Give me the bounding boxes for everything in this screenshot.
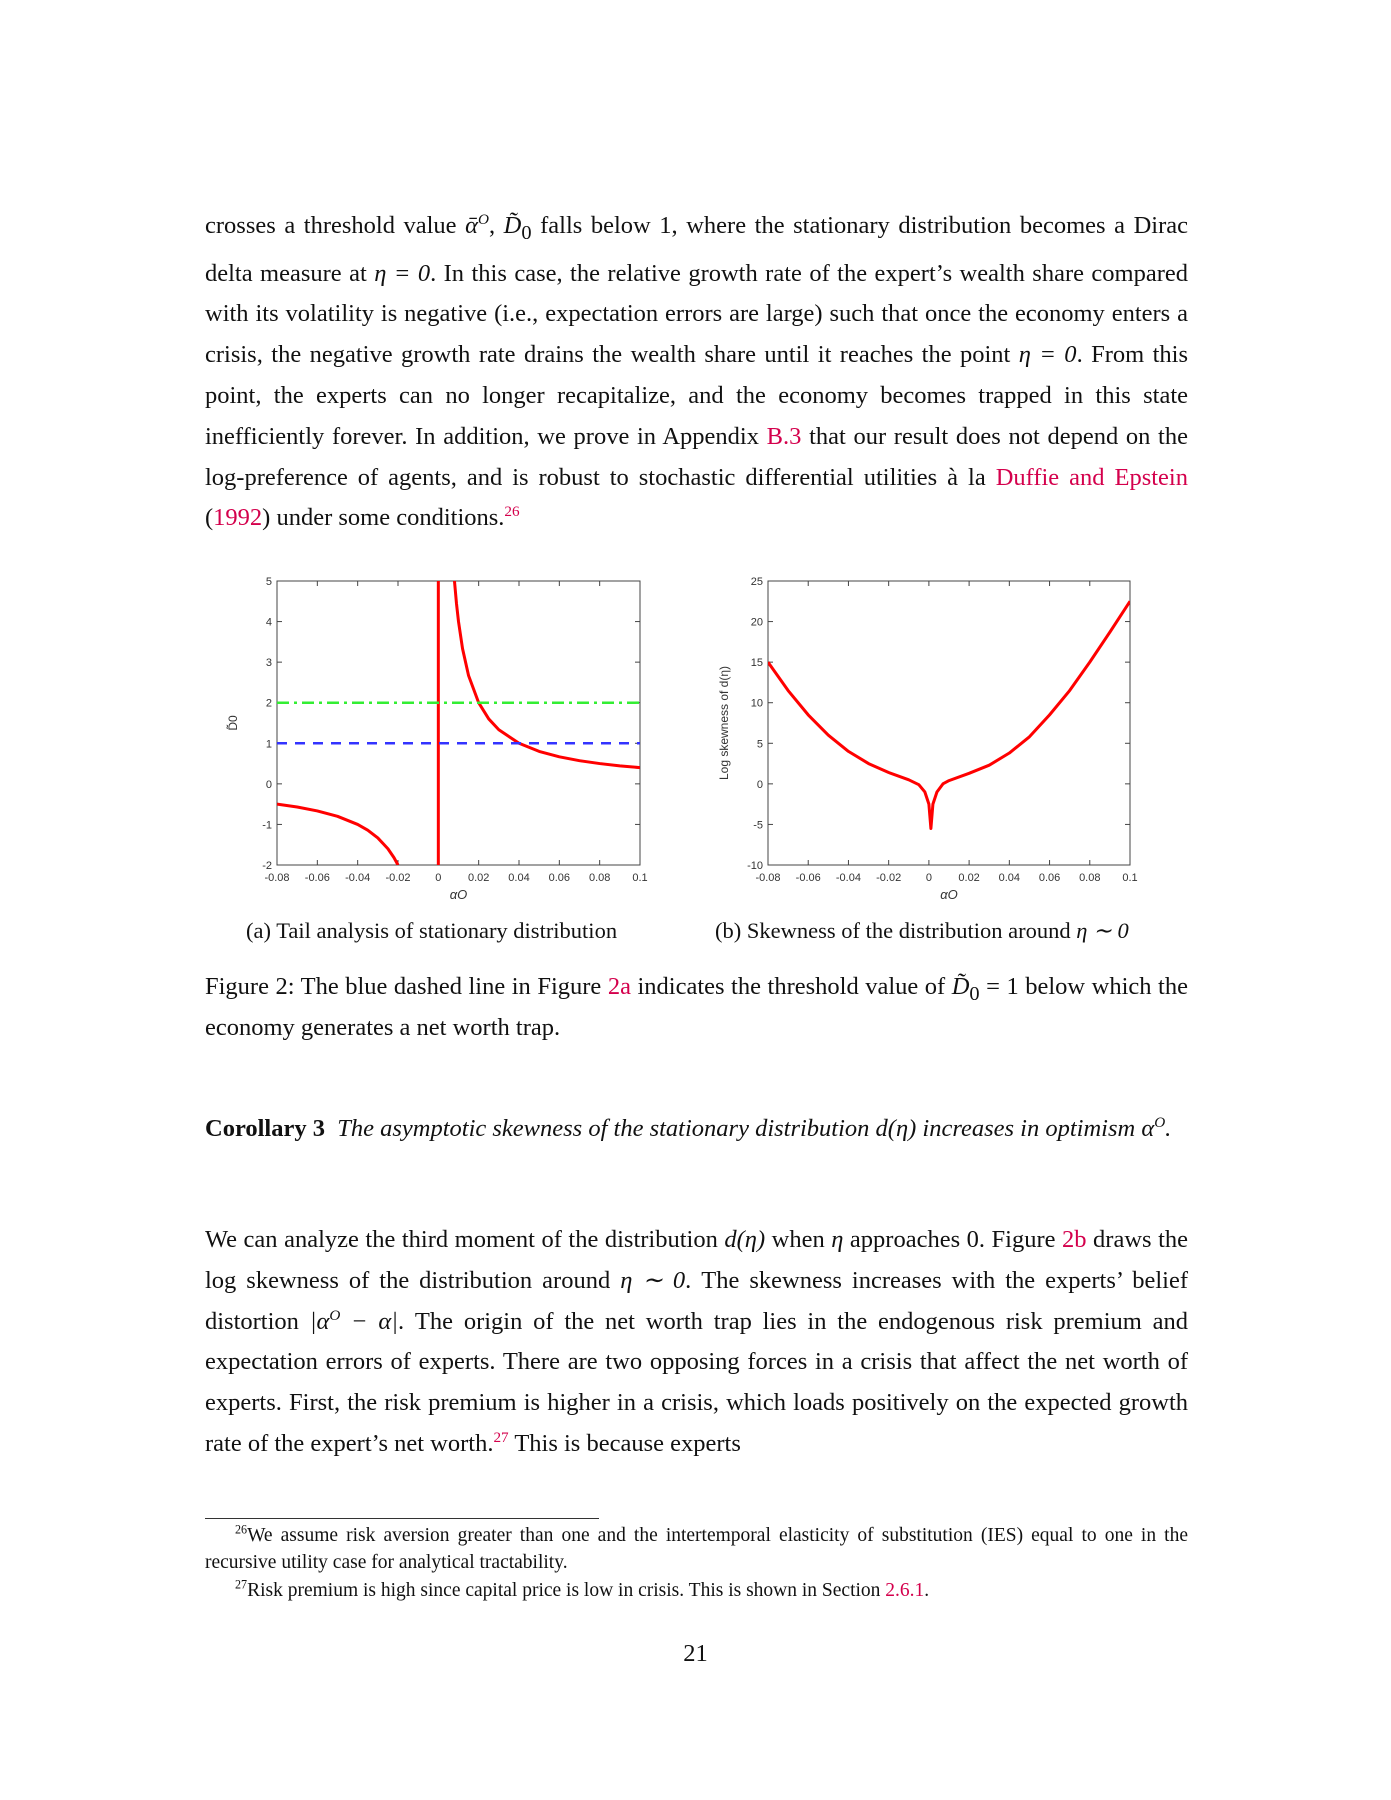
x-tick-label: 0.06	[549, 872, 570, 884]
footnote-26: 26We assume risk aversion greater than o…	[205, 1522, 1188, 1573]
chart-log-skewness: -0.08 -0.06 -0.04 -0.02 0 0.02 0.04 0.06 0.08 0.1…	[717, 576, 1138, 900]
x-tick-label: -0.02	[876, 872, 901, 884]
footnote-ref-27[interactable]: 27	[493, 1428, 509, 1446]
y-tick-label: 0	[757, 779, 763, 791]
y-tick-label: 15	[751, 657, 763, 669]
x-tick-label: -0.06	[305, 872, 330, 884]
x-tick-label: 0.02	[958, 872, 979, 884]
link-appendix-b3[interactable]: B.3	[766, 422, 802, 450]
figure-caption: Figure 2: The blue dashed line in Figure…	[205, 973, 1188, 1041]
series-solid-red	[277, 802, 400, 865]
y-tick-label: -10	[747, 860, 763, 872]
x-tick-label: -0.06	[796, 872, 821, 884]
y-tick-label: 25	[751, 576, 763, 588]
y-tick-label: 0	[266, 779, 272, 791]
series-solid-red	[768, 600, 1130, 830]
footnote-rule	[205, 1518, 599, 1519]
series-group	[768, 600, 1130, 830]
paragraph-2: We can analyze the third moment of the d…	[205, 1226, 1189, 1457]
y-axis-label: D̃0	[225, 715, 240, 731]
page-number: 21	[683, 1640, 708, 1667]
x-tick-label: -0.04	[345, 872, 370, 884]
subcaption-a: (a) Tail analysis of stationary distribu…	[246, 918, 618, 943]
y-tick-label: 1	[266, 738, 272, 750]
citation-year[interactable]: 1992	[213, 504, 263, 532]
paragraph-1: crosses a threshold value ᾱO, D̃0 falls …	[205, 210, 1189, 532]
x-tick-label: 0.1	[1122, 872, 1137, 884]
y-axis-label: Log skewness of d(η)	[717, 666, 731, 780]
y-tick-label: 2	[266, 698, 272, 710]
citation-duffie-epstein[interactable]: Duffie and Epstein	[995, 463, 1188, 491]
x-tick-label: 0.1	[632, 872, 647, 884]
x-axis-label: αO	[450, 887, 468, 900]
y-tick-label: 20	[751, 617, 763, 629]
x-axis-label: αO	[940, 887, 958, 900]
y-tick-label: 5	[266, 576, 272, 588]
link-figure-2a[interactable]: 2a	[607, 973, 631, 1000]
x-tick-label: -0.02	[385, 872, 410, 884]
footnote-27: 27Risk premium is high since capital pri…	[235, 1577, 930, 1601]
x-tick-label: 0	[435, 872, 441, 884]
x-tick-label: 0.08	[1079, 872, 1100, 884]
link-figure-2b[interactable]: 2b	[1062, 1226, 1087, 1253]
x-tick-label: 0	[926, 872, 932, 884]
subcaption-b: (b) Skewness of the distribution around …	[715, 918, 1129, 943]
series-solid-red	[452, 581, 640, 770]
link-section-2-6-1[interactable]: 2.6.1	[885, 1580, 925, 1601]
x-tick-label: -0.08	[755, 872, 780, 884]
x-tick-label: 0.04	[999, 872, 1020, 884]
y-tick-label: -2	[262, 860, 272, 872]
chart-tail-analysis: -0.08 -0.06 -0.04 -0.02 0 0.02 0.04 0.06 0.08 0.1…	[225, 576, 648, 900]
series-group	[277, 581, 640, 865]
x-tick-label: -0.08	[264, 872, 289, 884]
y-tick-label: 10	[751, 698, 763, 710]
x-tick-label: -0.04	[836, 872, 861, 884]
x-tick-label: 0.08	[589, 872, 610, 884]
x-tick-label: 0.06	[1039, 872, 1060, 884]
x-tick-label: 0.04	[508, 872, 529, 884]
plot-frame	[767, 580, 1131, 866]
y-tick-label: 5	[757, 738, 763, 750]
y-tick-label: -1	[262, 819, 272, 831]
y-tick-label: 3	[266, 657, 272, 669]
corollary-3: Corollary 3 The asymptotic skewness of t…	[205, 1113, 1172, 1142]
y-tick-label: -5	[753, 819, 763, 831]
y-tick-label: 4	[266, 617, 272, 629]
x-tick-label: 0.02	[468, 872, 489, 884]
footnote-ref-26[interactable]: 26	[504, 503, 520, 521]
